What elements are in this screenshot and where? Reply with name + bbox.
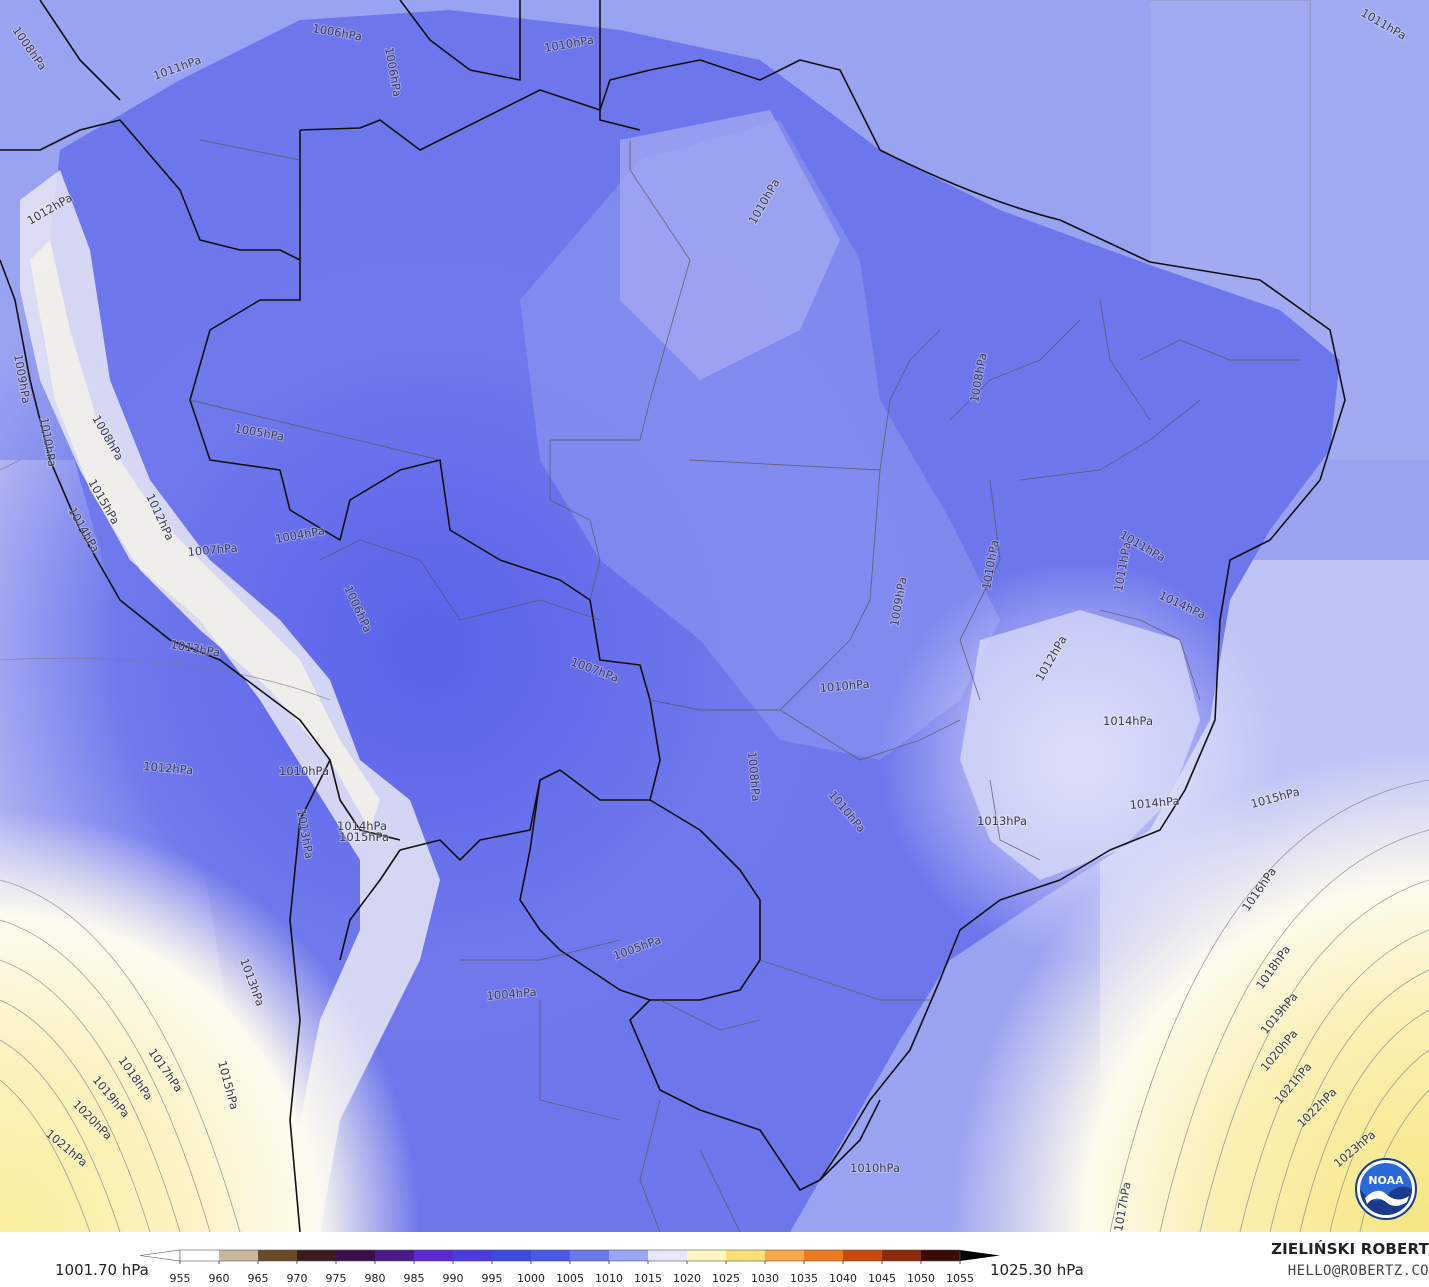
colorbar-max-label: 1025.30 hPa (990, 1261, 1084, 1279)
colorbar-segment (219, 1250, 259, 1261)
colorbar-segment (609, 1250, 649, 1261)
isobar-label: 1015hPa (339, 830, 389, 844)
isobar-label: 1014hPa (337, 819, 387, 833)
colorbar-segment (804, 1250, 844, 1261)
author-name: ZIELIŃSKI ROBERT (1271, 1240, 1429, 1258)
colorbar-ticks: 955 960 965 970 975 980 985 990 995 1000 1005 1010 1… (170, 1261, 974, 1285)
colorbar-tick-label: 1010 (595, 1272, 623, 1285)
colorbar-arrow-max (960, 1250, 1000, 1261)
colorbar-tick-label: 1040 (829, 1272, 857, 1285)
colorbar-segment (648, 1250, 688, 1261)
pressure-map: 1008hPa 1006hPa 1006hPa 1010hPa 1011hPa … (0, 0, 1429, 1232)
colorbar-arrow-min (140, 1249, 181, 1262)
colorbar-tick-label: 1005 (556, 1272, 584, 1285)
colorbar-segment (765, 1250, 805, 1261)
colorbar-tick-label: 955 (170, 1272, 191, 1285)
colorbar-tick-label: 990 (443, 1272, 464, 1285)
noaa-logo-text: NOAA (1368, 1174, 1404, 1187)
colorbar-tick-label: 1055 (946, 1272, 974, 1285)
colorbar-tick-label: 965 (248, 1272, 269, 1285)
colorbar-segment (726, 1250, 766, 1261)
isobar-label: 1007hPa (187, 541, 238, 559)
colorbar-tick-label: 1025 (712, 1272, 740, 1285)
isobar-lines (0, 0, 1429, 1232)
isobar-label: 1013hPa (977, 814, 1027, 828)
colorbar-tick-label: 1030 (751, 1272, 779, 1285)
colorbar-tick-label: 970 (287, 1272, 308, 1285)
colorbar-segment (531, 1250, 571, 1261)
isobar-label: 1010hPa (850, 1161, 900, 1175)
isobar-label: 1008hPa (745, 751, 763, 802)
colorbar-segment (843, 1250, 883, 1261)
isobar-label: 1010hPa (819, 677, 870, 695)
colorbar-tick-label: 975 (326, 1272, 347, 1285)
colorbar-segment (882, 1250, 922, 1261)
colorbar-segment (180, 1250, 220, 1261)
colorbar: 955 960 965 970 975 980 985 990 995 1000 1005 1010 1… (140, 1249, 1000, 1285)
colorbar-segment (921, 1250, 961, 1261)
footer: 1001.70 hPa 955 960 965 970 975 980 985 990 995 1… (0, 1232, 1429, 1287)
colorbar-segment (570, 1250, 610, 1261)
southeast-high (0, 0, 1429, 1232)
colorbar-tick-label: 980 (365, 1272, 386, 1285)
colorbar-tick-label: 1000 (517, 1272, 545, 1285)
author-email: HELLO@ROBERTZ.CO (1287, 1263, 1429, 1279)
isobar-label: 1004hPa (486, 985, 537, 1003)
colorbar-segment (492, 1250, 532, 1261)
colorbar-segment (336, 1250, 376, 1261)
colorbar-segment (687, 1250, 727, 1261)
noaa-logo-icon: NOAA (1355, 1158, 1417, 1220)
colorbar-segment (297, 1250, 337, 1261)
colorbar-tick-label: 1020 (673, 1272, 701, 1285)
isobar-label: 1014hPa (1103, 714, 1153, 728)
colorbar-segment (375, 1250, 415, 1261)
colorbar-tick-label: 1045 (868, 1272, 896, 1285)
colorbar-tick-label: 1035 (790, 1272, 818, 1285)
colorbar-segment (453, 1250, 493, 1261)
isobar-label: 1014hPa (1129, 794, 1180, 812)
colorbar-tick-label: 985 (404, 1272, 425, 1285)
map-canvas: 1008hPa 1006hPa 1006hPa 1010hPa 1011hPa … (0, 0, 1429, 1232)
country-borders (0, 0, 1346, 1232)
colorbar-segment (258, 1250, 298, 1261)
colorbar-tick-label: 1050 (907, 1272, 935, 1285)
colorbar-tick-label: 1015 (634, 1272, 662, 1285)
isobar-label: 1012hPa (143, 759, 194, 777)
colorbar-tick-label: 995 (482, 1272, 503, 1285)
colorbar-tick-label: 960 (209, 1272, 230, 1285)
colorbar-segment (414, 1250, 454, 1261)
colorbar-min-label: 1001.70 hPa (55, 1261, 149, 1279)
state-borders (189, 139, 1300, 1232)
colorbar-bar (140, 1249, 1000, 1262)
isobar-label: 1010hPa (279, 764, 329, 778)
